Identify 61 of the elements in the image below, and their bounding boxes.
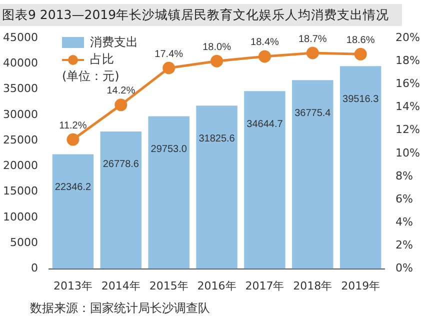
x-tick-label: 2019年 — [341, 279, 380, 292]
y-tick-label: 15000 — [2, 184, 38, 198]
y2-tick-label: 8% — [396, 169, 414, 182]
annotation: (单位：元) — [62, 68, 120, 85]
x-tick-label: 2015年 — [149, 279, 188, 292]
point — [306, 46, 319, 60]
bar — [196, 106, 238, 269]
data-label: 34644.7 — [246, 118, 284, 130]
data-label: 18.4% — [250, 37, 279, 48]
y2-tick-label: 14% — [396, 100, 420, 114]
y-tick-label: 40000 — [2, 56, 38, 70]
chart-title: 图表9 2013—2019年长沙城镇居民教育文化娱乐人均消费支出情况 — [0, 4, 402, 26]
y2-tick-label: 10% — [396, 146, 420, 160]
y-tick-label: 5000 — [10, 236, 38, 250]
bar — [100, 131, 142, 269]
y-tick-label: 25000 — [2, 133, 38, 146]
source-note: 数据来源：国家统计局长沙调查队 — [30, 300, 210, 317]
data-label: 39516.3 — [342, 94, 380, 105]
data-label: 36775.4 — [294, 108, 332, 119]
y-tick-label: 35000 — [2, 82, 38, 96]
y-tick-label: 0 — [30, 262, 38, 275]
y2-tick-label: 2% — [396, 238, 414, 252]
y2-tick-label: 6% — [396, 192, 414, 206]
y-tick-label: 10000 — [2, 210, 38, 224]
y-tick-label: 30000 — [2, 108, 38, 121]
data-label: 11.2% — [59, 120, 87, 132]
y2-tick-label: 0% — [396, 262, 414, 275]
y2-tick-label: 4% — [396, 216, 414, 228]
y2-tick-label: 18% — [396, 54, 420, 67]
y2-tick-label: 12% — [396, 123, 420, 136]
point — [258, 50, 271, 63]
bar — [340, 66, 382, 269]
point — [114, 98, 128, 112]
y2-tick-label: 20% — [396, 30, 420, 44]
data-label: 18.0% — [202, 42, 232, 53]
data-label: 18.7% — [298, 34, 327, 45]
data-label: 31825.6 — [198, 133, 236, 144]
y-tick-label: 20000 — [2, 159, 38, 172]
data-label: 17.4% — [154, 48, 184, 60]
point — [66, 133, 80, 146]
bar — [52, 154, 94, 269]
legend-label: 消费支出 — [90, 34, 138, 51]
bar — [148, 116, 190, 269]
x-tick-label: 2017年 — [245, 279, 284, 292]
bar — [244, 91, 286, 269]
data-label: 18.6% — [346, 34, 375, 46]
data-label: 14.2% — [106, 86, 136, 97]
y2-tick-label: 16% — [396, 77, 420, 90]
data-label: 26778.6 — [102, 159, 140, 170]
data-label: 22346.2 — [54, 182, 92, 193]
x-tick-label: 2018年 — [293, 279, 332, 292]
y-tick-label: 45000 — [2, 30, 38, 44]
bar — [292, 80, 334, 269]
point — [162, 62, 176, 74]
x-tick-label: 2016年 — [197, 279, 236, 292]
point — [354, 48, 367, 60]
x-tick-label: 2014年 — [101, 279, 140, 292]
x-tick-label: 2013年 — [53, 279, 92, 292]
legend-label: 占比 — [90, 51, 114, 68]
point — [210, 54, 224, 68]
data-label: 29753.0 — [150, 144, 188, 155]
